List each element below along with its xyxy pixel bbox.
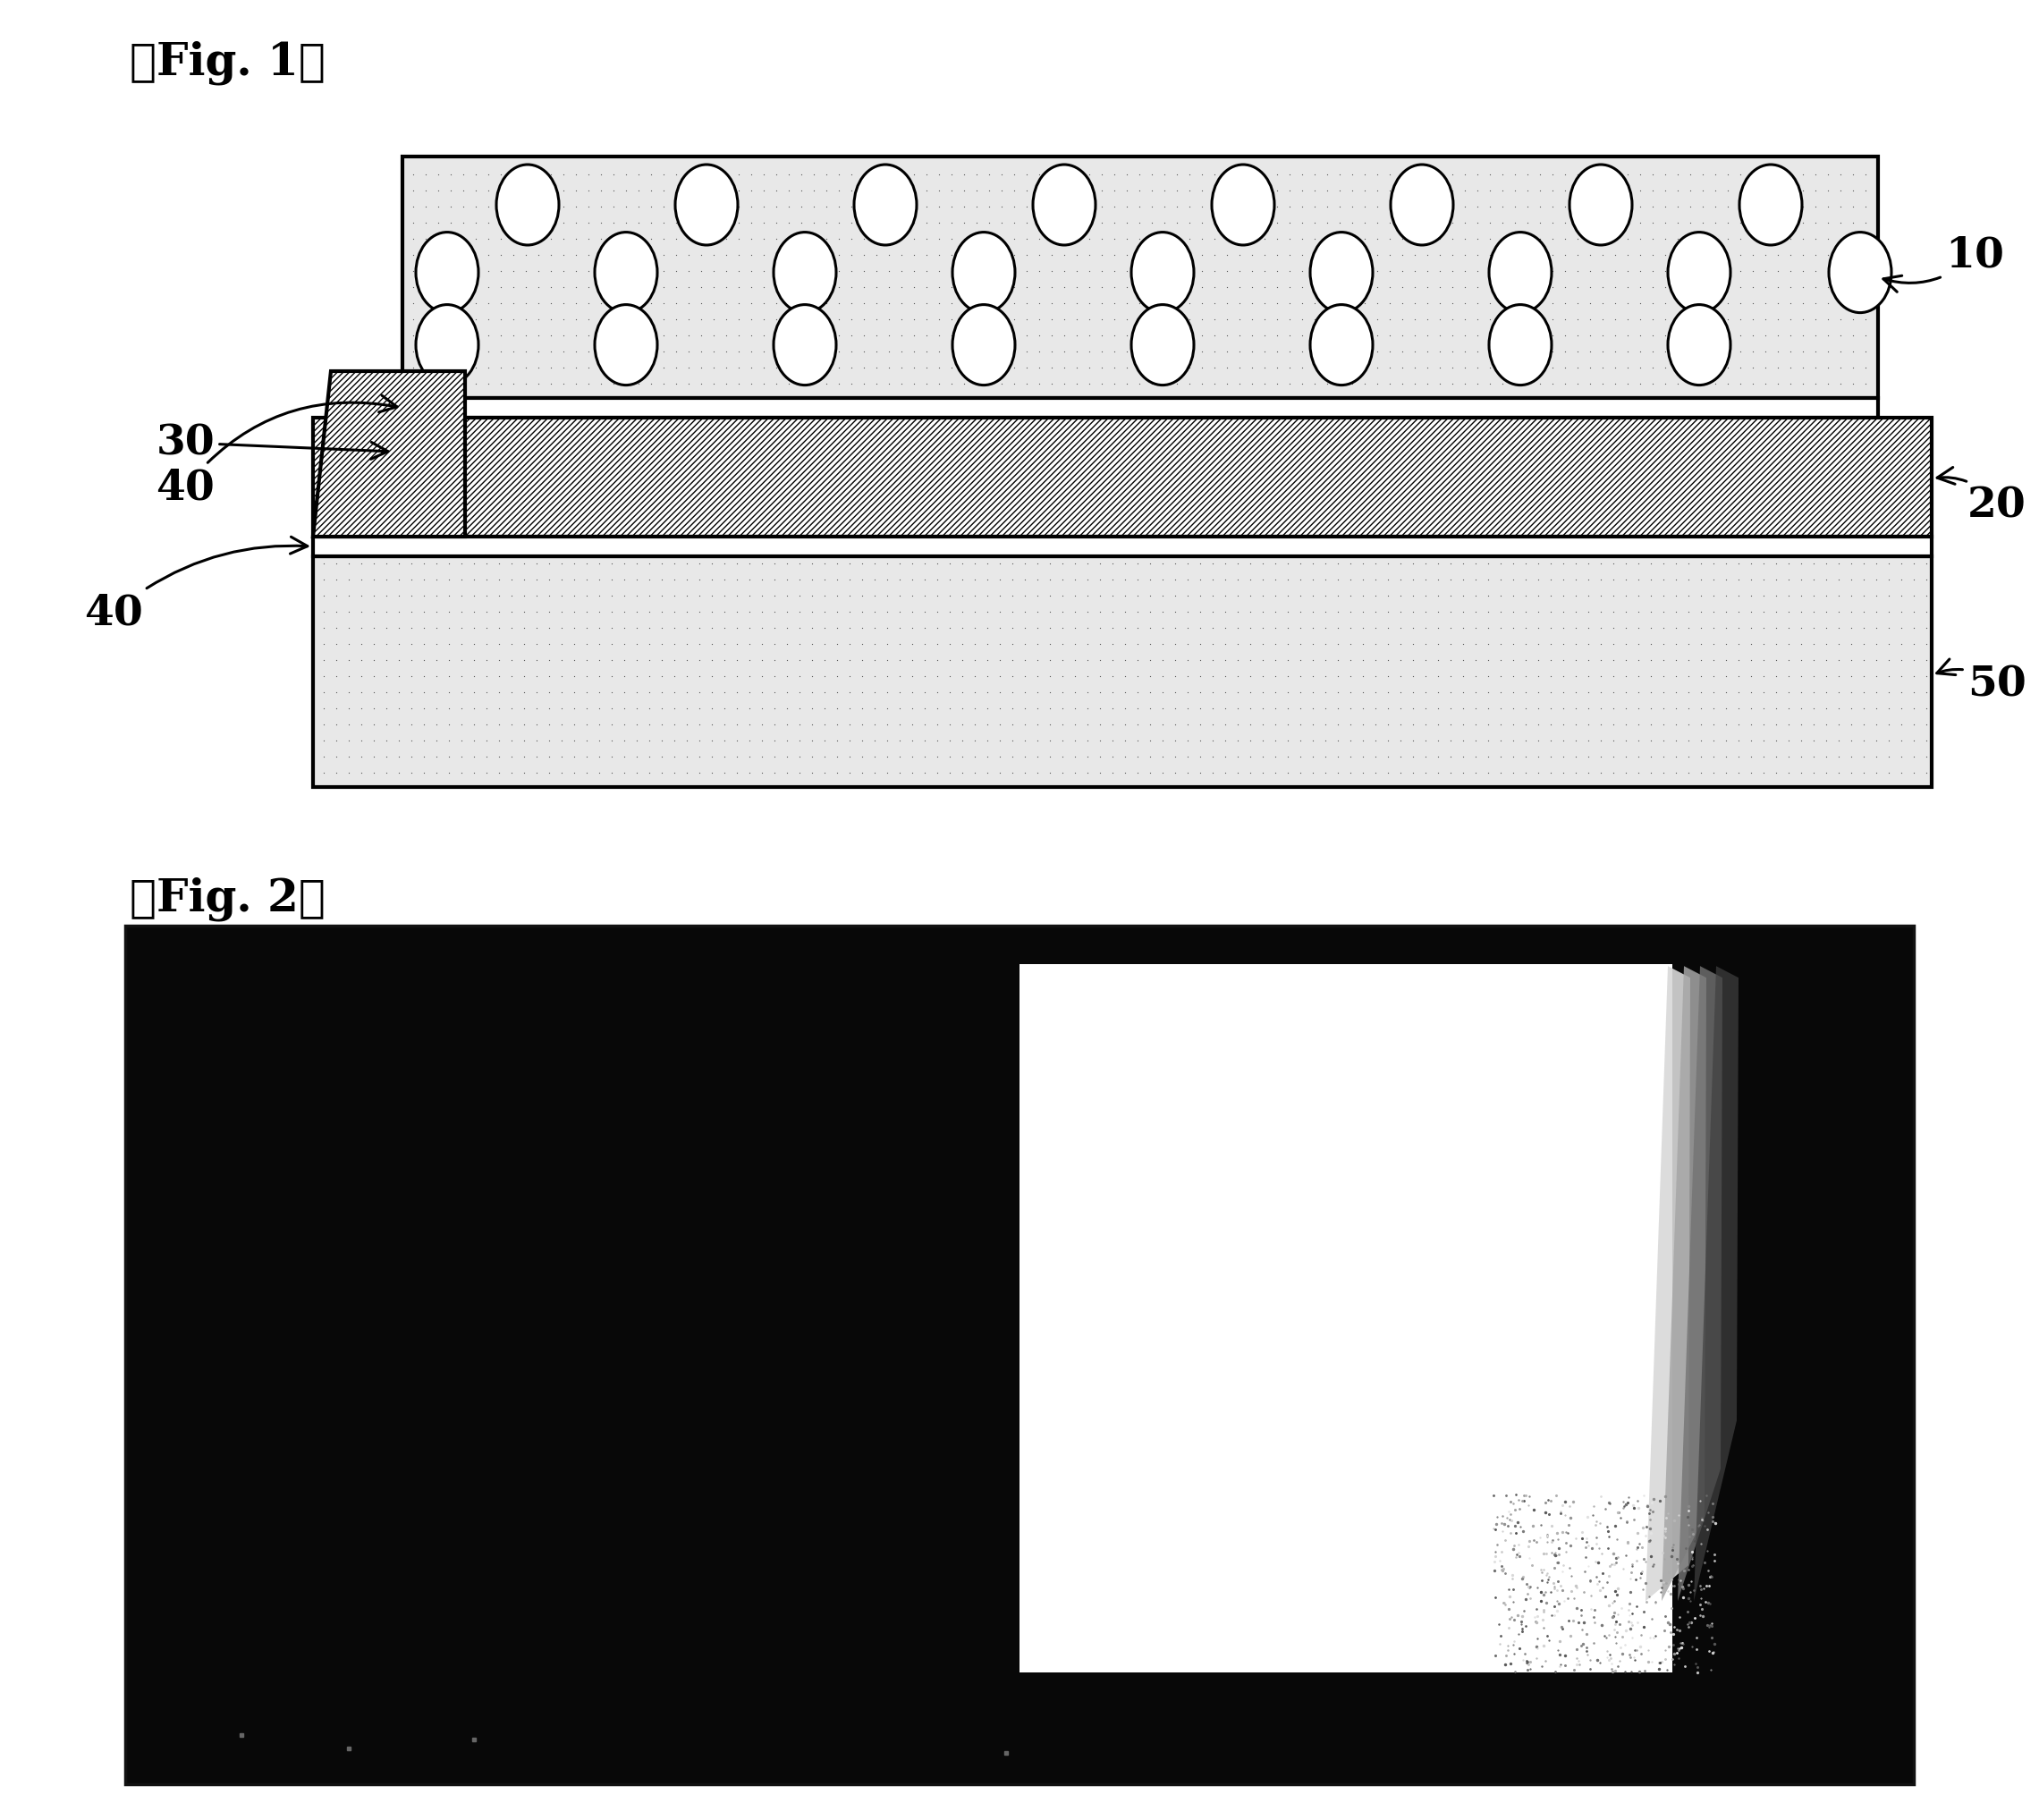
Polygon shape <box>1662 966 1707 1602</box>
Bar <box>314 417 1931 537</box>
Ellipse shape <box>854 164 918 246</box>
Ellipse shape <box>1132 304 1195 386</box>
Bar <box>1019 965 1672 1673</box>
Text: 『Fig. 2』: 『Fig. 2』 <box>130 877 326 921</box>
Bar <box>402 157 1878 399</box>
Polygon shape <box>1678 966 1723 1602</box>
Text: 30: 30 <box>155 422 387 464</box>
Ellipse shape <box>1132 233 1195 313</box>
Ellipse shape <box>495 164 559 246</box>
Ellipse shape <box>595 304 657 386</box>
Polygon shape <box>314 371 465 537</box>
Bar <box>402 399 1878 417</box>
Ellipse shape <box>416 233 479 313</box>
Ellipse shape <box>675 164 738 246</box>
Ellipse shape <box>1311 233 1372 313</box>
Text: 40: 40 <box>84 537 308 633</box>
Ellipse shape <box>952 304 1015 386</box>
Ellipse shape <box>1739 164 1802 246</box>
Ellipse shape <box>416 304 479 386</box>
Text: 『Fig. 1』: 『Fig. 1』 <box>130 40 326 84</box>
Ellipse shape <box>1829 233 1892 313</box>
Ellipse shape <box>1311 304 1372 386</box>
Ellipse shape <box>1668 233 1731 313</box>
Text: 10: 10 <box>1884 235 2004 291</box>
Ellipse shape <box>773 233 836 313</box>
Text: 50: 50 <box>1937 659 2027 704</box>
Ellipse shape <box>1570 164 1631 246</box>
Ellipse shape <box>1488 233 1552 313</box>
Ellipse shape <box>773 304 836 386</box>
Bar <box>314 557 1931 786</box>
Ellipse shape <box>595 233 657 313</box>
Text: 40: 40 <box>155 395 398 508</box>
Text: 20: 20 <box>1937 468 2027 526</box>
Ellipse shape <box>1391 164 1454 246</box>
Ellipse shape <box>1211 164 1274 246</box>
Ellipse shape <box>952 233 1015 313</box>
Polygon shape <box>1694 966 1739 1602</box>
Ellipse shape <box>1668 304 1731 386</box>
Ellipse shape <box>1034 164 1095 246</box>
Polygon shape <box>1645 966 1690 1602</box>
Ellipse shape <box>1488 304 1552 386</box>
Bar <box>124 926 1915 1784</box>
Bar <box>314 537 1931 557</box>
